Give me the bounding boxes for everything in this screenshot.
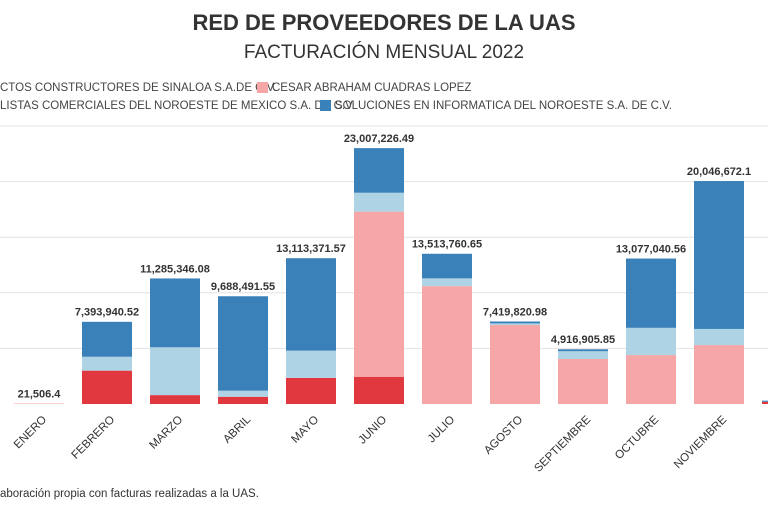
bar-segment <box>422 253 472 279</box>
total-label: 13,513,760.65 <box>412 239 482 251</box>
x-tick-label: FEBRERO <box>69 414 117 462</box>
total-label: 13,077,040.56 <box>616 243 686 255</box>
bar-segment <box>762 400 768 402</box>
legend-swatch <box>257 82 268 93</box>
bar-segment <box>558 351 608 359</box>
bar-segment <box>422 286 472 404</box>
bar-segment <box>150 347 200 396</box>
bar-segment <box>694 328 744 346</box>
x-tick-label: ENERO <box>12 414 49 451</box>
legend-label: CTOS CONSTRUCTORES DE SINALOA S.A.DE C.V… <box>0 82 277 94</box>
bar-segment <box>626 258 676 328</box>
x-tick-label: ABRIL <box>221 413 253 445</box>
bar-segment <box>150 278 200 348</box>
legend-swatch <box>320 100 331 111</box>
legend: CTOS CONSTRUCTORES DE SINALOA S.A.DE C.V… <box>0 82 672 112</box>
x-tick-label: MAYO <box>289 414 321 446</box>
bar-segment <box>82 370 132 404</box>
total-label: 23,007,226.49 <box>344 133 414 145</box>
bar-segment <box>422 278 472 287</box>
x-tick-label: AGOSTO <box>482 414 525 457</box>
total-label: 13,113,371.57 <box>276 243 346 255</box>
total-label: 21,506.4 <box>18 389 62 401</box>
bar-segment <box>354 376 404 404</box>
x-tick-label: JULIO <box>426 414 458 446</box>
bar-segment <box>694 181 744 329</box>
total-label: 11,285,346.08 <box>140 263 210 275</box>
source-note: aboración propia con facturas realizadas… <box>0 488 259 500</box>
bar-segment <box>286 377 336 404</box>
bar-segment <box>626 327 676 356</box>
chart-title: RED DE PROVEEDORES DE LA UAS <box>192 10 575 35</box>
bar-segment <box>218 396 268 404</box>
bar-segment <box>218 390 268 397</box>
bar-segment <box>490 325 540 404</box>
x-tick-label: SEPTIEMBRE <box>532 414 593 475</box>
legend-label: SOLUCIONES EN INFORMATICA DEL NOROESTE S… <box>335 100 672 112</box>
chart-subtitle: FACTURACIÓN MENSUAL 2022 <box>244 41 524 63</box>
bar-segment <box>694 345 744 404</box>
bar-segment <box>354 192 404 212</box>
x-tick-label: MARZO <box>147 414 185 452</box>
bar-segment <box>82 321 132 357</box>
bar-segment <box>490 323 540 326</box>
bar-segment <box>626 355 676 404</box>
bar-segment <box>490 321 540 324</box>
bar-segment <box>354 211 404 377</box>
legend-label: LISTAS COMERCIALES DEL NOROESTE DE MEXIC… <box>0 100 353 112</box>
bar-segment <box>286 350 336 378</box>
bar-segment <box>286 258 336 351</box>
bar-segment <box>150 395 200 404</box>
total-label: 7,393,940.52 <box>75 307 139 319</box>
x-tick-label: JUNIO <box>356 414 389 447</box>
bar-segment <box>558 358 608 404</box>
bar-segment <box>218 296 268 391</box>
legend-label: CESAR ABRAHAM CUADRAS LOPEZ <box>272 82 471 94</box>
total-label: 9,688,491.55 <box>211 281 275 293</box>
bar-segment <box>558 349 608 352</box>
total-label: 20,046,672.1 <box>687 166 751 178</box>
total-label: 4,916,905.85 <box>551 334 615 346</box>
bar-segment <box>354 148 404 193</box>
x-tick-label: OCTUBRE <box>613 414 661 462</box>
total-label: 7,419,820.98 <box>483 306 547 318</box>
bar-segment <box>762 401 768 404</box>
x-tick-label: NOVIEMBRE <box>672 414 730 472</box>
bar-segment <box>82 356 132 371</box>
